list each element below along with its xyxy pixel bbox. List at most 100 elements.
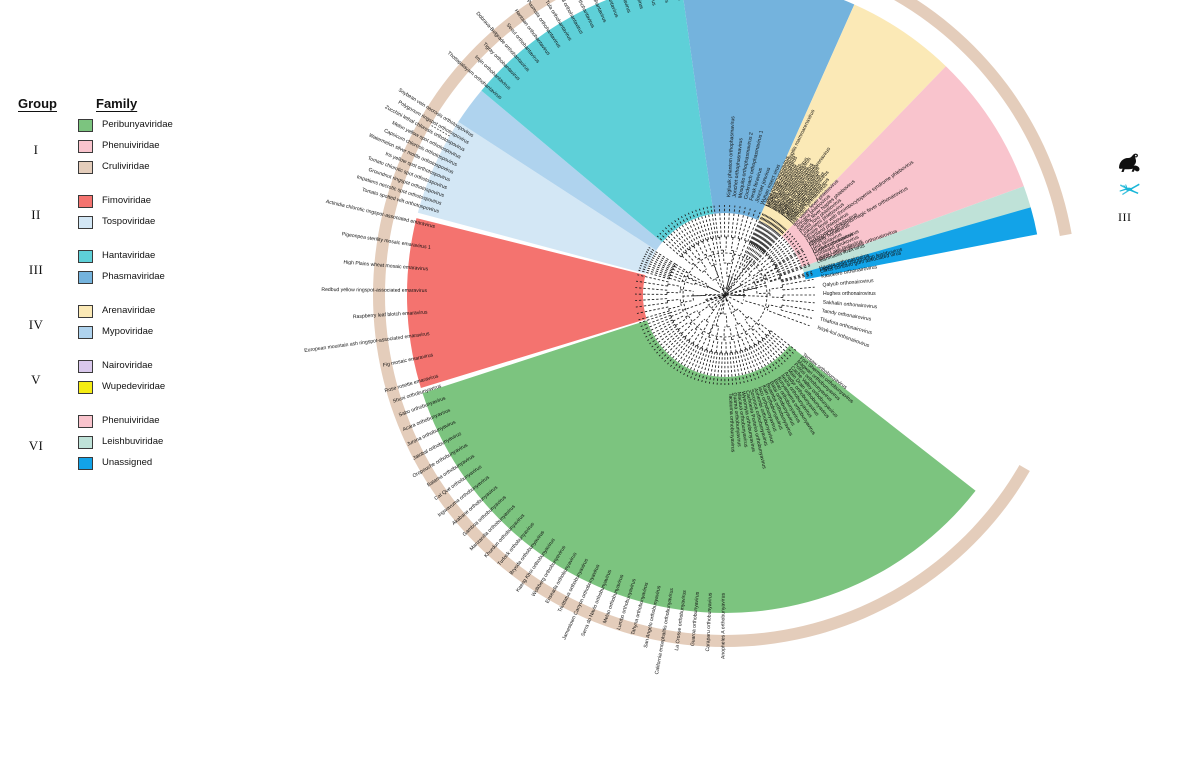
legend-family-item[interactable]: Peribunyaviridae bbox=[78, 118, 173, 132]
legend-group-row: VI Phenuiviridae Leishbuviridae Unassigned bbox=[0, 414, 200, 477]
branch-segment bbox=[770, 287, 783, 289]
branch-segment bbox=[749, 265, 759, 274]
branch-segment bbox=[740, 323, 746, 334]
legend-color-swatch bbox=[78, 216, 93, 229]
legend-family-label: Phasmaviridae bbox=[102, 272, 165, 282]
legend-color-swatch bbox=[78, 381, 93, 394]
branch-segment bbox=[668, 284, 681, 286]
branch-segment bbox=[703, 242, 708, 254]
host-icon-panel: III bbox=[1112, 152, 1172, 242]
branch-segment bbox=[735, 325, 739, 337]
legend-family-item[interactable]: Phenuiviridae bbox=[78, 139, 160, 153]
legend-family-label: Fimoviridae bbox=[102, 196, 151, 206]
branch-segment bbox=[716, 339, 718, 352]
branch-segment bbox=[718, 251, 720, 264]
branch-segment bbox=[716, 326, 719, 339]
tip-label: Anopheles A orthobunyavirus bbox=[720, 593, 726, 659]
branch-segment bbox=[757, 293, 770, 294]
host-group-label: III bbox=[1118, 210, 1132, 225]
mosquito-icon bbox=[1116, 178, 1144, 205]
branch-segment bbox=[720, 263, 722, 276]
legend-family-label: Hantaviridae bbox=[102, 251, 155, 261]
legend-family-item[interactable]: Phasmaviridae bbox=[78, 270, 165, 284]
branch-segment bbox=[669, 306, 682, 309]
legend-family-item[interactable]: Fimoviridae bbox=[78, 194, 151, 208]
branch-segment bbox=[745, 335, 751, 347]
branch-segment bbox=[716, 313, 720, 325]
branch-segment bbox=[782, 305, 814, 311]
branch-segment bbox=[759, 258, 769, 266]
branch-segment bbox=[752, 248, 760, 258]
branch-segment bbox=[667, 299, 680, 300]
legend-family-label: Arenaviridae bbox=[102, 306, 155, 316]
branch-segment bbox=[706, 285, 768, 299]
legend-group-row: I Peribunyaviridae Phenuiviridae Crulivirid… bbox=[0, 118, 200, 181]
branch-segment bbox=[728, 300, 735, 311]
branch-segment bbox=[720, 237, 721, 250]
branch-segment bbox=[690, 315, 700, 323]
tip-label: Hughes orthonairovirus bbox=[823, 291, 876, 297]
branch-segment bbox=[695, 283, 707, 288]
tip-label: Qalyub orthonairovirus bbox=[822, 278, 874, 288]
branch-segment bbox=[671, 223, 690, 249]
branch-segment bbox=[707, 297, 719, 301]
legend-header-group: Group bbox=[18, 96, 57, 111]
branch-segment bbox=[707, 240, 711, 252]
branch-segment bbox=[722, 276, 724, 289]
branch-segment bbox=[750, 247, 757, 258]
legend-group-numeral: I bbox=[14, 142, 58, 158]
legend-family-label: Peribunyaviridae bbox=[102, 120, 173, 130]
branch-segment bbox=[743, 300, 755, 304]
legend-group-numeral: V bbox=[14, 372, 58, 388]
legend-color-swatch bbox=[78, 326, 93, 339]
legend-color-swatch bbox=[78, 415, 93, 428]
branch-segment bbox=[783, 287, 815, 290]
branch-segment bbox=[674, 343, 692, 369]
legend-family-label: Unassigned bbox=[102, 458, 152, 468]
branch-segment bbox=[745, 320, 753, 330]
legend-family-item[interactable]: Cruliviridae bbox=[78, 160, 150, 174]
legend-family-label: Leishbuviridae bbox=[102, 437, 163, 447]
branch-segment bbox=[747, 262, 756, 272]
branch-segment bbox=[711, 339, 714, 352]
tip-label: Redbud yellow ringspot-associated emarav… bbox=[321, 287, 427, 294]
legend-color-swatch bbox=[78, 250, 93, 263]
legend-family-item[interactable]: Wupedeviridae bbox=[78, 380, 165, 394]
legend-color-swatch bbox=[78, 436, 93, 449]
legend-family-item[interactable]: Leishbuviridae bbox=[78, 435, 163, 449]
branch-segment bbox=[699, 306, 710, 313]
branch-segment bbox=[694, 246, 701, 257]
legend-family-item[interactable]: Tospoviridae bbox=[78, 215, 155, 229]
legend-group-numeral: III bbox=[14, 262, 58, 278]
legend-family-item[interactable]: Unassigned bbox=[78, 456, 152, 470]
legend-panel: Group Family I Peribunyaviridae Phenuiviri… bbox=[0, 96, 200, 416]
legend-header: Group Family bbox=[0, 96, 200, 116]
legend-family-label: Wupedeviridae bbox=[102, 382, 165, 392]
branch-segment bbox=[670, 309, 682, 313]
branch-segment bbox=[754, 250, 762, 260]
branch-segment bbox=[727, 263, 728, 276]
branch-segment bbox=[680, 290, 693, 292]
branch-segment bbox=[721, 340, 722, 353]
branch-segment bbox=[693, 263, 702, 272]
legend-group-numeral: VI bbox=[14, 438, 58, 454]
legend-color-swatch bbox=[78, 360, 93, 373]
branch-segment bbox=[683, 306, 695, 310]
legend-family-item[interactable]: Nairoviridae bbox=[78, 359, 153, 373]
branch-segment bbox=[695, 319, 704, 329]
legend-family-item[interactable]: Phenuiviridae bbox=[78, 414, 160, 428]
legend-header-family: Family bbox=[96, 96, 137, 111]
branch-segment bbox=[767, 274, 779, 279]
branch-segment bbox=[706, 338, 710, 350]
branch-segment bbox=[682, 256, 692, 265]
legend-family-item[interactable]: Hantaviridae bbox=[78, 249, 155, 263]
legend-family-item[interactable]: Mypoviridae bbox=[78, 325, 153, 339]
legend-family-item[interactable]: Arenaviridae bbox=[78, 304, 155, 318]
branch-segment bbox=[695, 301, 707, 305]
branch-segment bbox=[730, 327, 732, 340]
legend-color-swatch bbox=[78, 119, 93, 132]
legend-color-swatch bbox=[78, 271, 93, 284]
legend-family-label: Nairoviridae bbox=[102, 361, 153, 371]
